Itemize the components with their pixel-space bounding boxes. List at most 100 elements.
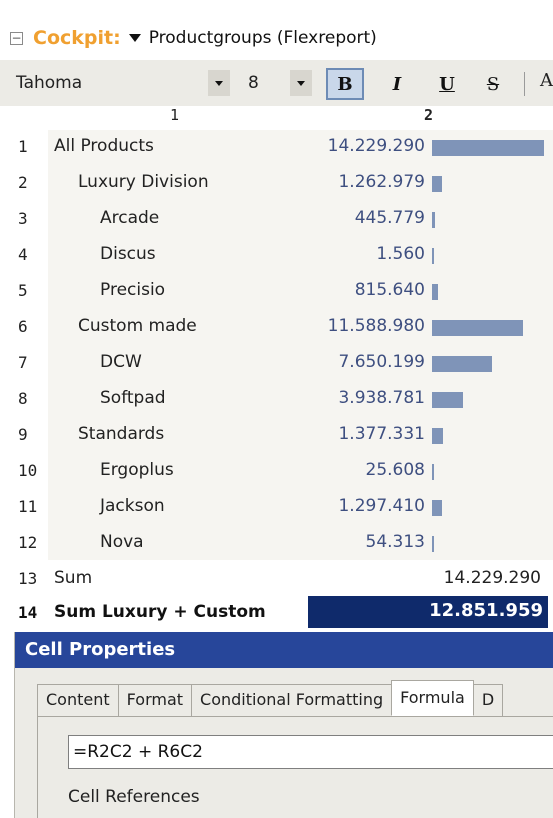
formula-tab-body: =R2C2 + R6C2 Cell References — [37, 716, 553, 818]
row-number: 14 — [18, 603, 38, 622]
table-row[interactable]: 3 Arcade 445.779 — [0, 202, 553, 238]
toolbar-divider — [524, 72, 525, 96]
table-row[interactable]: 6 Custom made 11.588.980 — [0, 310, 553, 346]
row-number: 2 — [18, 173, 28, 192]
value-bar — [432, 392, 463, 408]
column-header-1[interactable]: 1 — [170, 106, 180, 124]
italic-button[interactable]: I — [392, 73, 402, 95]
table-row[interactable]: 11 Jackson 1.297.410 — [0, 490, 553, 526]
value-bar — [432, 248, 434, 264]
font-name-select[interactable]: Tahoma — [8, 70, 208, 96]
value-bar — [432, 536, 434, 552]
tab-content[interactable]: Content — [37, 684, 119, 716]
row-number: 8 — [18, 389, 28, 408]
row-number: 7 — [18, 353, 28, 372]
row-label[interactable]: Precisio — [100, 280, 166, 300]
dropdown-triangle-icon[interactable] — [128, 34, 141, 42]
row-label[interactable]: Discus — [100, 244, 156, 264]
font-color-button[interactable]: A — [540, 70, 553, 91]
chevron-down-icon — [297, 80, 305, 86]
row-label[interactable]: Jackson — [100, 496, 165, 516]
row-value[interactable]: 815.640 — [354, 280, 425, 300]
cell-references-label: Cell References — [68, 787, 200, 807]
row-number: 12 — [18, 533, 38, 552]
value-bar — [432, 140, 544, 156]
table-row[interactable]: 1 All Products 14.229.290 — [0, 130, 553, 166]
font-name-dropdown-button[interactable] — [208, 70, 230, 96]
row-value[interactable]: 1.262.979 — [338, 172, 425, 192]
table-row[interactable]: 8 Softpad 3.938.781 — [0, 382, 553, 418]
row-label[interactable]: Sum Luxury + Custom — [54, 602, 266, 622]
row-value[interactable]: 11.588.980 — [327, 316, 425, 336]
table-row[interactable]: 10 Ergoplus 25.608 — [0, 454, 553, 490]
row-value[interactable]: 3.938.781 — [338, 388, 425, 408]
strikethrough-button[interactable]: S — [486, 73, 500, 95]
report-title[interactable]: Productgroups (Flexreport) — [148, 28, 377, 48]
row-label[interactable]: Nova — [100, 532, 144, 552]
table-row[interactable]: 2 Luxury Division 1.262.979 — [0, 166, 553, 202]
row-label[interactable]: Luxury Division — [78, 172, 209, 192]
row-value[interactable]: 14.229.290 — [443, 568, 541, 588]
value-bar — [432, 212, 435, 228]
chevron-down-icon — [215, 80, 223, 86]
collapse-toggle-icon[interactable]: − — [10, 31, 23, 45]
row-label[interactable]: Softpad — [100, 388, 166, 408]
table-row-selected[interactable]: 14 Sum Luxury + Custom 12.851.959 — [0, 596, 553, 632]
row-label[interactable]: Standards — [78, 424, 165, 444]
panel-header: Cell Properties — [15, 632, 553, 668]
value-bar — [432, 176, 442, 192]
row-label[interactable]: Sum — [54, 568, 93, 588]
row-value[interactable]: 1.377.331 — [338, 424, 425, 444]
table-row[interactable]: 12 Nova 54.313 — [0, 526, 553, 562]
row-value[interactable]: 54.313 — [365, 532, 425, 552]
table-row[interactable]: 4 Discus 1.560 — [0, 238, 553, 274]
row-number: 3 — [18, 209, 28, 228]
table-row-sum[interactable]: 13 Sum 14.229.290 — [0, 562, 553, 598]
row-value[interactable]: 1.297.410 — [338, 496, 425, 516]
row-label[interactable]: Ergoplus — [100, 460, 174, 480]
row-number: 5 — [18, 281, 28, 300]
row-value[interactable]: 14.229.290 — [327, 136, 425, 156]
row-number: 6 — [18, 317, 28, 336]
row-value[interactable]: 25.608 — [365, 460, 425, 480]
formula-input[interactable]: =R2C2 + R6C2 — [68, 735, 553, 769]
table-row[interactable]: 5 Precisio 815.640 — [0, 274, 553, 310]
bold-button[interactable]: B — [326, 68, 364, 100]
row-number: 4 — [18, 245, 28, 264]
font-size-dropdown-button[interactable] — [290, 70, 312, 96]
row-label[interactable]: Arcade — [100, 208, 160, 228]
row-number: 1 — [18, 137, 28, 156]
tab-conditional-formatting[interactable]: Conditional Formatting — [191, 684, 393, 716]
row-label[interactable]: Custom made — [78, 316, 197, 336]
tab-more[interactable]: D — [472, 684, 504, 716]
value-bar — [432, 500, 442, 516]
row-value[interactable]: 445.779 — [354, 208, 425, 228]
row-value[interactable]: 12.851.959 — [429, 600, 543, 621]
row-label[interactable]: All Products — [54, 136, 154, 156]
cockpit-label: Cockpit: — [33, 27, 121, 49]
report-title-bar: − Cockpit: Productgroups (Flexreport) — [0, 22, 553, 54]
row-value[interactable]: 7.650.199 — [338, 352, 425, 372]
row-number: 9 — [18, 425, 28, 444]
value-bar — [432, 356, 492, 372]
font-size-select[interactable]: 8 — [248, 73, 259, 93]
properties-tabs: Content Format Conditional Formatting Fo… — [37, 680, 504, 716]
cell-properties-panel: Cell Properties Content Format Condition… — [14, 632, 553, 818]
row-number: 11 — [18, 497, 38, 516]
value-bar — [432, 464, 434, 480]
row-number: 10 — [18, 461, 38, 480]
value-bar — [432, 428, 443, 444]
table-row[interactable]: 7 DCW 7.650.199 — [0, 346, 553, 382]
underline-button[interactable]: U — [439, 73, 455, 95]
selected-cell[interactable] — [308, 596, 548, 628]
tab-format[interactable]: Format — [117, 684, 193, 716]
value-bar — [432, 284, 438, 300]
row-number: 13 — [18, 569, 38, 588]
column-header-2[interactable]: 2 — [424, 106, 434, 124]
row-value[interactable]: 1.560 — [376, 244, 425, 264]
table-row[interactable]: 9 Standards 1.377.331 — [0, 418, 553, 454]
tab-formula[interactable]: Formula — [391, 680, 474, 716]
row-label[interactable]: DCW — [100, 352, 142, 372]
report-grid — [48, 130, 553, 560]
value-bar — [432, 320, 523, 336]
